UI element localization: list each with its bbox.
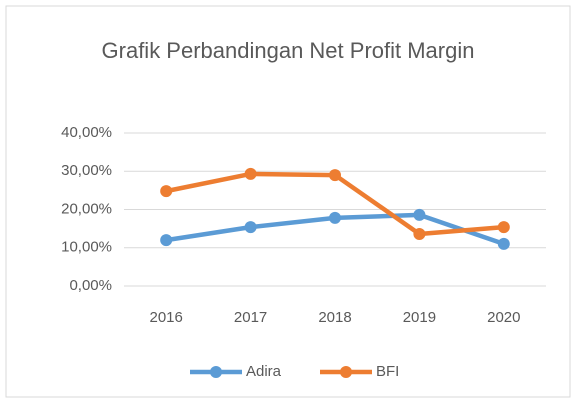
legend-label: BFI bbox=[376, 363, 399, 380]
data-point bbox=[160, 185, 173, 198]
legend-marker bbox=[340, 366, 352, 378]
data-point bbox=[413, 208, 426, 221]
x-tick-label: 2016 bbox=[150, 309, 183, 326]
data-point bbox=[329, 211, 341, 224]
y-tick-label: 0,00% bbox=[69, 277, 112, 294]
x-tick-label: 2018 bbox=[318, 309, 351, 326]
y-tick-label: 20,00% bbox=[61, 200, 112, 217]
legend-marker bbox=[210, 366, 222, 378]
y-tick-label: 10,00% bbox=[61, 239, 112, 256]
data-point bbox=[497, 221, 510, 234]
data-point bbox=[244, 167, 257, 180]
chart-border bbox=[5, 5, 571, 398]
x-tick-label: 2020 bbox=[487, 309, 520, 326]
data-point bbox=[497, 237, 510, 250]
data-point bbox=[160, 234, 173, 247]
legend-label: Adira bbox=[246, 363, 282, 380]
y-tick-label: 40,00% bbox=[61, 124, 112, 141]
data-point bbox=[413, 227, 426, 240]
chart-title: Grafik Perbandingan Net Profit Margin bbox=[101, 38, 475, 63]
x-tick-label: 2019 bbox=[403, 309, 436, 326]
x-tick-label: 2017 bbox=[234, 309, 267, 326]
y-tick-label: 30,00% bbox=[61, 162, 112, 179]
data-point bbox=[329, 169, 341, 182]
data-point bbox=[244, 221, 257, 234]
